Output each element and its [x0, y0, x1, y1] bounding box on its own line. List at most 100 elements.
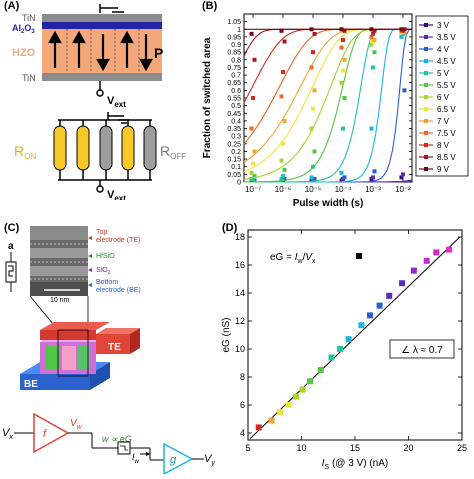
x-tick-label: 10⁻⁶ — [275, 185, 291, 194]
resistor-off-2 — [144, 120, 156, 180]
legend-label: 8.5 V — [437, 153, 456, 162]
y-tick-label: 1 — [237, 27, 241, 34]
data-point — [250, 127, 254, 131]
legend-label: 5.5 V — [437, 81, 456, 90]
panel-c-label: (C) — [4, 222, 19, 234]
y-tick-label: 0.35 — [227, 126, 241, 133]
te-label-2: electrode (TE) — [96, 237, 140, 244]
x-tick-label: 15 — [350, 443, 360, 453]
memristor-icon — [118, 442, 130, 454]
device-3d-stack: BE TE — [20, 322, 140, 390]
device-symbol-label: a — [8, 241, 14, 252]
y-tick-label: 0.45 — [227, 111, 241, 118]
data-point — [251, 96, 255, 100]
data-point — [401, 172, 405, 176]
terminal-icon — [97, 90, 103, 96]
data-point — [283, 168, 287, 172]
y-tick-label: 0.75 — [227, 65, 241, 72]
amplifier-g-icon — [164, 444, 192, 474]
y-tick-label: 0.3 — [231, 134, 241, 141]
legend-marker — [424, 95, 428, 99]
y-tick-label: 1.05 — [227, 19, 241, 26]
iw-label: Iw — [132, 452, 140, 465]
legend-marker — [424, 167, 428, 171]
panel-d-label: (D) — [222, 222, 237, 234]
data-point — [253, 58, 257, 62]
legend-marker — [424, 47, 428, 51]
vy-label: Vy — [204, 453, 215, 467]
x-tick-label: 10⁻² — [395, 185, 411, 194]
legend-label: 7 V — [437, 117, 450, 126]
data-point — [402, 88, 406, 92]
tin-top-layer — [42, 14, 162, 22]
data-point — [277, 409, 283, 415]
panel-a: (A) — [0, 0, 200, 200]
y-tick-label: 0.2 — [231, 149, 241, 156]
legend-label: 3.5 V — [437, 33, 456, 42]
data-point — [367, 312, 373, 318]
resistor-on-1 — [54, 120, 66, 180]
data-point — [300, 387, 306, 393]
y-tick-label: 0.25 — [227, 141, 241, 148]
legend-marker — [424, 119, 428, 123]
data-point — [372, 169, 376, 173]
data-point — [281, 142, 285, 146]
y-tick-label: 0.1 — [231, 164, 241, 171]
data-point — [256, 424, 262, 430]
al2o3-label: Al2O3 — [12, 23, 35, 35]
data-point — [411, 268, 417, 274]
panel-c: (C) a 10 nm Top electrode (TE) HfSiO SiO… — [0, 222, 220, 474]
y-tick-label: 0.65 — [227, 80, 241, 87]
data-point — [372, 50, 376, 54]
data-point — [337, 346, 343, 352]
ground-icon-2 — [108, 112, 130, 123]
al2o3-layer — [42, 22, 162, 29]
ron-label: RON — [14, 143, 36, 161]
roff-label: ROFF — [160, 143, 186, 161]
y-tick-label: 6 — [240, 400, 245, 410]
data-point — [433, 249, 439, 255]
tin-bottom-layer — [42, 73, 162, 81]
sio2-label: SiO2 — [96, 267, 111, 276]
data-point — [399, 280, 405, 286]
tin-top-label: TiN — [22, 13, 36, 23]
legend-label: 7.5 V — [437, 129, 456, 138]
resistor-on-3 — [122, 120, 134, 180]
y-tick-label: 0.15 — [227, 157, 241, 164]
legend-marker — [424, 83, 428, 87]
vw-label: Vw — [70, 418, 83, 431]
data-point — [371, 175, 375, 179]
panel-a-diagram: TiN Al2O3 HZO TiN P Vext RON ROFF Vext — [0, 0, 200, 200]
y-axis-label: eG (nS) — [221, 317, 232, 352]
x-tick-label: 10⁻⁴ — [335, 185, 352, 194]
y-tick-label: 0.6 — [231, 88, 241, 95]
be-block-label: BE — [24, 379, 38, 390]
data-point — [281, 70, 285, 74]
data-point — [341, 127, 345, 131]
ground-icon — [100, 4, 124, 15]
data-point — [280, 29, 284, 33]
te-block-label: TE — [108, 342, 121, 353]
data-point — [293, 394, 299, 400]
y-tick-label: 0.4 — [231, 118, 241, 125]
legend-label: 3 V — [437, 21, 450, 30]
data-point — [342, 96, 346, 100]
legend-label: 6 V — [437, 93, 450, 102]
y-tick-label: 16 — [235, 260, 245, 270]
y-tick-label: 0.05 — [227, 172, 241, 179]
data-point — [269, 417, 275, 423]
data-point — [310, 27, 314, 31]
data-point — [307, 378, 313, 384]
y-tick-label: 0 — [237, 180, 241, 187]
data-point — [250, 171, 254, 175]
legend-marker — [424, 155, 428, 159]
data-point — [369, 127, 373, 131]
panel-b-label: (B) — [202, 0, 217, 12]
y-tick-label: 0.85 — [227, 50, 241, 57]
legend-label: 5 V — [437, 69, 450, 78]
data-point — [251, 162, 255, 166]
data-point — [328, 354, 334, 360]
x-tick-label: 10 — [296, 443, 306, 453]
te-label: Top — [96, 229, 107, 236]
legend-marker — [424, 23, 428, 27]
